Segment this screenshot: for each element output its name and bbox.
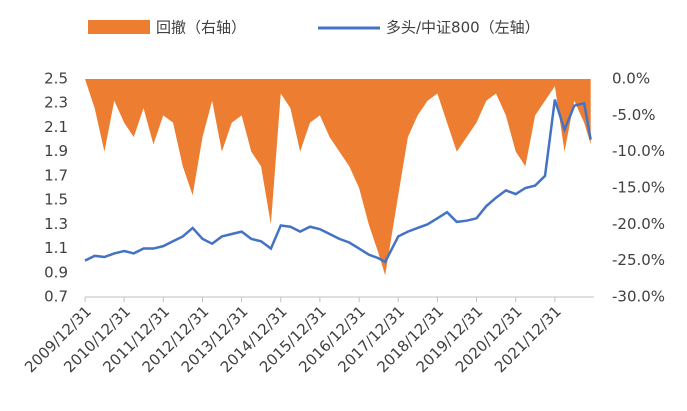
- y-tick-label: 2.5: [44, 70, 68, 88]
- y-tick-label: 0.9: [44, 263, 68, 281]
- y2-tick-label: 0.0%: [612, 70, 650, 88]
- y2-tick-label: -5.0%: [612, 106, 656, 124]
- y2-tick-label: -30.0%: [612, 288, 665, 306]
- y2-tick-label: -15.0%: [612, 179, 665, 197]
- drawdown-area: [85, 79, 591, 276]
- y2-tick-label: -10.0%: [612, 142, 665, 160]
- y-tick-label: 1.3: [44, 215, 68, 233]
- y-tick-label: 1.7: [44, 166, 68, 184]
- nav-line: [84, 99, 592, 264]
- legend-label: 回撤（右轴）: [156, 19, 246, 37]
- y-tick-label: 2.3: [44, 94, 68, 112]
- y-tick-label: 0.7: [44, 288, 68, 306]
- legend-label: 多头/中证800（左轴）: [386, 19, 540, 37]
- y-tick-label: 2.1: [44, 118, 68, 136]
- y-tick-label: 1.1: [44, 239, 68, 257]
- y2-tick-label: -25.0%: [612, 251, 665, 269]
- y-tick-label: 1.9: [44, 142, 68, 160]
- legend-swatch: [88, 20, 150, 34]
- y2-tick-label: -20.0%: [612, 215, 665, 233]
- y-tick-label: 1.5: [44, 191, 68, 209]
